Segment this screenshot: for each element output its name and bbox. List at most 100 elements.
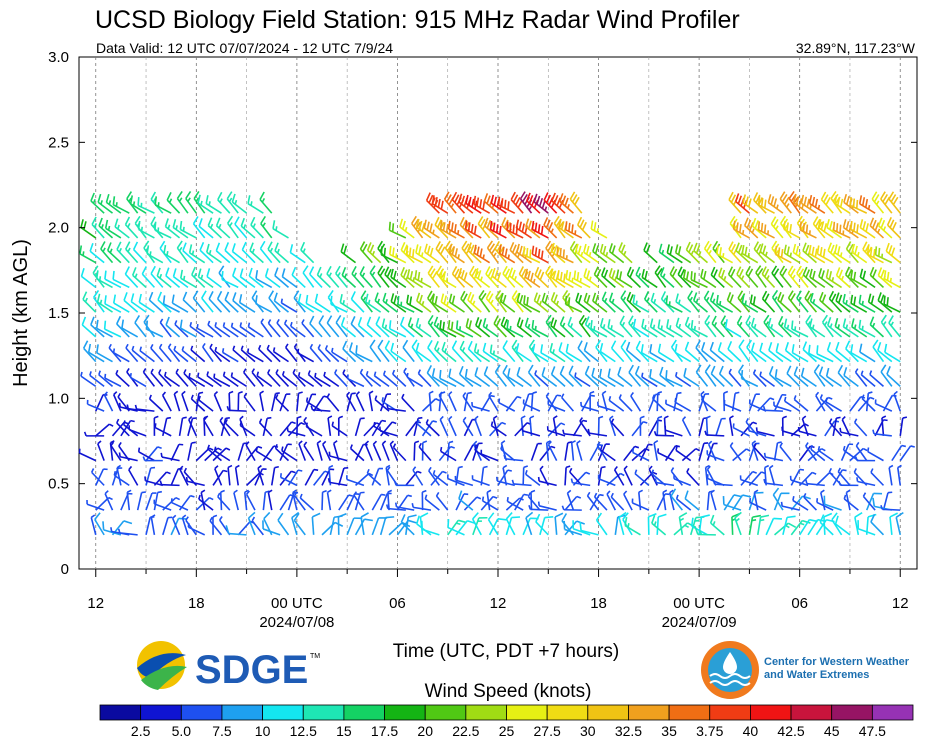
- wind-barb-flag: [431, 368, 436, 377]
- wind-barb-half-flag: [614, 276, 618, 281]
- wind-barb-half-flag: [474, 415, 479, 420]
- wind-barb-half-flag: [435, 491, 440, 497]
- wind-barb-half-flag: [189, 321, 193, 327]
- wind-barb: [422, 398, 440, 412]
- wind-barb-staff: [802, 348, 817, 363]
- wind-barb-flag: [802, 519, 811, 524]
- wind-barb: [473, 244, 491, 264]
- wind-barb: [606, 490, 617, 511]
- wind-barb-half-flag: [734, 391, 740, 395]
- wind-barb-staff: [298, 301, 315, 313]
- wind-barb-half-flag: [501, 421, 506, 425]
- wind-barb-half-flag: [198, 395, 201, 401]
- wind-barb: [774, 369, 792, 388]
- wind-barb-flag: [608, 243, 613, 252]
- wind-barb-flag: [460, 270, 465, 279]
- wind-barb-half-flag: [763, 452, 767, 458]
- wind-barb-flag: [743, 217, 749, 226]
- wind-barb: [463, 496, 482, 511]
- wind-barb-flag: [411, 215, 417, 224]
- wind-barb-flag: [872, 248, 876, 258]
- wind-barb-staff: [819, 397, 834, 412]
- wind-barb-half-flag: [420, 252, 424, 257]
- wind-barb-flag: [526, 247, 529, 257]
- wind-barb-half-flag: [589, 390, 595, 394]
- wind-barb: [266, 344, 281, 363]
- colorbar-tick-label: 17.5: [371, 723, 398, 739]
- wind-barb-flag: [157, 291, 163, 301]
- wind-barb-staff: [799, 519, 811, 536]
- wind-barb-flag: [827, 317, 832, 326]
- wind-barb-staff: [265, 276, 281, 289]
- wind-barb-flag: [417, 271, 421, 281]
- wind-barb: [237, 390, 243, 412]
- wind-barb-staff: [181, 517, 189, 536]
- wind-barb-staff: [516, 374, 533, 388]
- wind-barb: [865, 492, 883, 511]
- wind-barb: [473, 195, 491, 214]
- wind-barb: [643, 242, 658, 264]
- wind-barb: [428, 466, 440, 486]
- wind-barb-half-flag: [722, 321, 727, 327]
- wind-barb-half-flag: [429, 390, 434, 394]
- wind-barb: [695, 364, 709, 387]
- colorbar-swatch: [750, 704, 792, 721]
- wind-barb-half-flag: [90, 468, 95, 473]
- wind-barb-flag: [586, 270, 591, 279]
- wind-barb-half-flag: [537, 476, 540, 482]
- wind-barb: [899, 445, 915, 462]
- wind-barb: [406, 294, 423, 313]
- wind-barb-half-flag: [251, 368, 256, 373]
- colorbar-swatch: [99, 704, 142, 721]
- wind-barb-flag: [561, 513, 568, 522]
- wind-barb-flag: [476, 246, 480, 256]
- wind-barb: [716, 294, 734, 313]
- wind-barb-staff: [638, 492, 642, 511]
- wind-barb-flag: [255, 270, 259, 279]
- wind-barb-flag: [493, 315, 499, 325]
- wind-barb-staff: [163, 303, 180, 313]
- wind-barb-half-flag: [262, 222, 266, 227]
- wind-barb-flag: [451, 340, 458, 349]
- wind-barb: [104, 219, 122, 239]
- wind-barb-staff: [111, 421, 125, 437]
- wind-barb-staff: [276, 322, 290, 338]
- wind-barb-staff: [380, 421, 393, 437]
- wind-barb-staff: [290, 325, 306, 338]
- wind-barb: [568, 365, 583, 387]
- plot-frame: [78, 56, 918, 570]
- wind-barb-flag: [458, 490, 463, 500]
- wind-barb-staff: [819, 521, 834, 536]
- wind-barb: [471, 512, 482, 536]
- wind-barb-flag: [568, 222, 571, 232]
- wind-barb-flag: [172, 219, 177, 228]
- wind-barb: [478, 289, 491, 313]
- wind-barb: [474, 415, 482, 437]
- wind-barb-flag: [429, 223, 433, 233]
- wind-barb: [874, 399, 893, 412]
- wind-barb: [743, 217, 759, 239]
- wind-barb-half-flag: [527, 492, 532, 497]
- wind-barb-flag: [784, 342, 790, 351]
- wind-barb-flag: [594, 294, 599, 304]
- wind-barb-half-flag: [232, 345, 236, 351]
- wind-barb: [767, 194, 784, 214]
- wind-barb-half-flag: [753, 323, 757, 329]
- wind-barb-staff: [563, 433, 582, 437]
- wind-barb-flag: [583, 243, 587, 253]
- wind-barb-staff: [165, 324, 181, 338]
- wind-barb-staff: [377, 346, 390, 363]
- wind-barb-half-flag: [109, 423, 114, 427]
- wind-barb-flag: [341, 267, 347, 276]
- wind-barb-staff: [418, 446, 432, 462]
- wind-barb-staff: [583, 349, 600, 363]
- wind-barb-staff: [188, 376, 206, 388]
- wind-barb: [431, 195, 449, 214]
- wind-barb: [249, 242, 264, 264]
- wind-barb-flag: [553, 195, 559, 204]
- wind-barb: [808, 194, 826, 214]
- wind-barb-flag: [692, 292, 698, 301]
- wind-barb: [547, 440, 558, 461]
- wind-barb-half-flag: [458, 465, 463, 469]
- wind-barb: [694, 526, 716, 536]
